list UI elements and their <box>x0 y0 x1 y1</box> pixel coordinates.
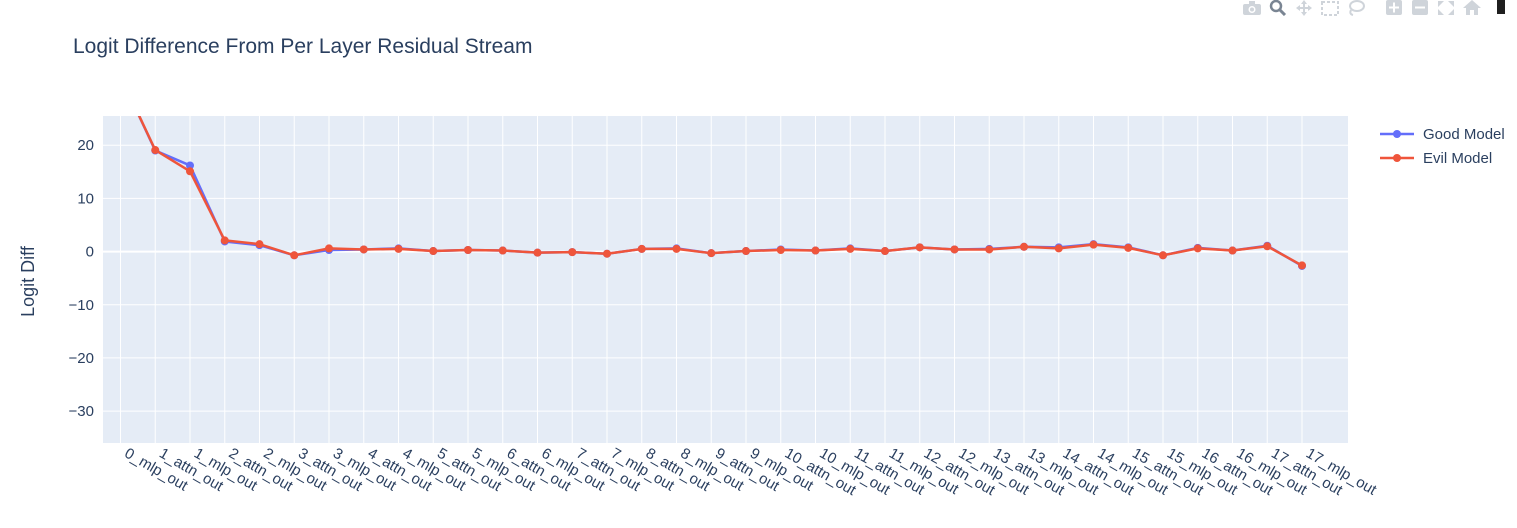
data-point[interactable] <box>1263 242 1272 251</box>
y-axis-title: Logit Diff <box>18 245 38 317</box>
data-point[interactable] <box>568 248 577 257</box>
zoom-out-icon[interactable] <box>1407 0 1433 18</box>
x-axis-ticks: 0_mlp_out1_attn_out1_mlp_out2_attn_out2_… <box>122 445 1381 500</box>
plotly-logo-icon[interactable] <box>1497 0 1505 14</box>
data-point[interactable] <box>1124 243 1133 252</box>
data-point[interactable] <box>429 247 438 256</box>
modebar-group-zoom <box>1381 0 1485 18</box>
legend: Good Model Evil Model <box>1380 126 1505 167</box>
legend-marker <box>1393 154 1401 162</box>
data-point[interactable] <box>186 167 194 176</box>
data-point[interactable] <box>1159 251 1167 260</box>
legend-marker <box>1393 130 1401 138</box>
data-point[interactable] <box>1228 246 1237 255</box>
data-point[interactable] <box>672 244 681 253</box>
y-tick-label: 20 <box>77 137 94 154</box>
y-tick-label: −10 <box>69 297 94 314</box>
box-select-icon[interactable] <box>1317 0 1343 18</box>
y-tick-label: −20 <box>69 350 94 367</box>
data-point[interactable] <box>498 246 507 255</box>
data-point[interactable] <box>950 245 959 254</box>
data-point[interactable] <box>985 245 994 254</box>
data-point[interactable] <box>151 146 160 155</box>
data-point[interactable] <box>117 72 125 80</box>
data-point[interactable] <box>394 244 403 253</box>
reset-axes-icon[interactable] <box>1459 0 1485 18</box>
data-point[interactable] <box>464 245 472 254</box>
zoom-icon[interactable] <box>1265 0 1291 18</box>
data-point[interactable] <box>117 72 125 80</box>
legend-item-evil-model[interactable]: Evil Model <box>1380 150 1492 167</box>
data-point[interactable] <box>1298 261 1306 270</box>
camera-icon[interactable] <box>1239 0 1265 18</box>
data-point[interactable] <box>742 247 750 256</box>
data-point[interactable] <box>1020 242 1028 251</box>
data-point[interactable] <box>603 249 611 258</box>
data-point[interactable] <box>915 243 924 252</box>
data-point[interactable] <box>846 244 855 253</box>
autoscale-icon[interactable] <box>1433 0 1459 18</box>
modebar <box>1239 0 1517 18</box>
pan-icon[interactable] <box>1291 0 1317 18</box>
data-point[interactable] <box>290 251 299 260</box>
modebar-group-main <box>1239 0 1369 18</box>
data-point[interactable] <box>1089 240 1098 249</box>
data-point[interactable] <box>811 246 820 255</box>
chart-title: Logit Difference From Per Layer Residual… <box>73 35 532 58</box>
y-tick-label: 0 <box>86 244 94 261</box>
data-point[interactable] <box>533 248 542 257</box>
data-point[interactable] <box>220 236 229 245</box>
y-axis-ticks: 20 10 0 −10 −20 −30 <box>69 137 94 420</box>
legend-label: Evil Model <box>1423 150 1492 167</box>
y-tick-label: −30 <box>69 403 94 420</box>
plot-area[interactable] <box>103 116 1348 443</box>
legend-label: Good Model <box>1423 126 1505 143</box>
data-point[interactable] <box>186 161 194 170</box>
data-point[interactable] <box>776 245 785 254</box>
data-point[interactable] <box>1054 244 1063 253</box>
series-lines <box>117 72 1306 270</box>
data-point[interactable] <box>707 249 716 258</box>
data-point[interactable] <box>325 244 333 253</box>
data-point[interactable] <box>255 240 264 249</box>
data-point[interactable] <box>359 245 368 254</box>
data-point[interactable] <box>1193 244 1202 253</box>
y-tick-label: 10 <box>77 190 94 207</box>
legend-item-good-model[interactable]: Good Model <box>1380 126 1505 143</box>
lasso-icon[interactable] <box>1343 0 1369 18</box>
data-point[interactable] <box>881 247 889 256</box>
series-evil-model <box>117 72 1306 270</box>
modebar-group-logo <box>1497 0 1505 14</box>
zoom-in-icon[interactable] <box>1381 0 1407 18</box>
data-point[interactable] <box>637 244 646 253</box>
